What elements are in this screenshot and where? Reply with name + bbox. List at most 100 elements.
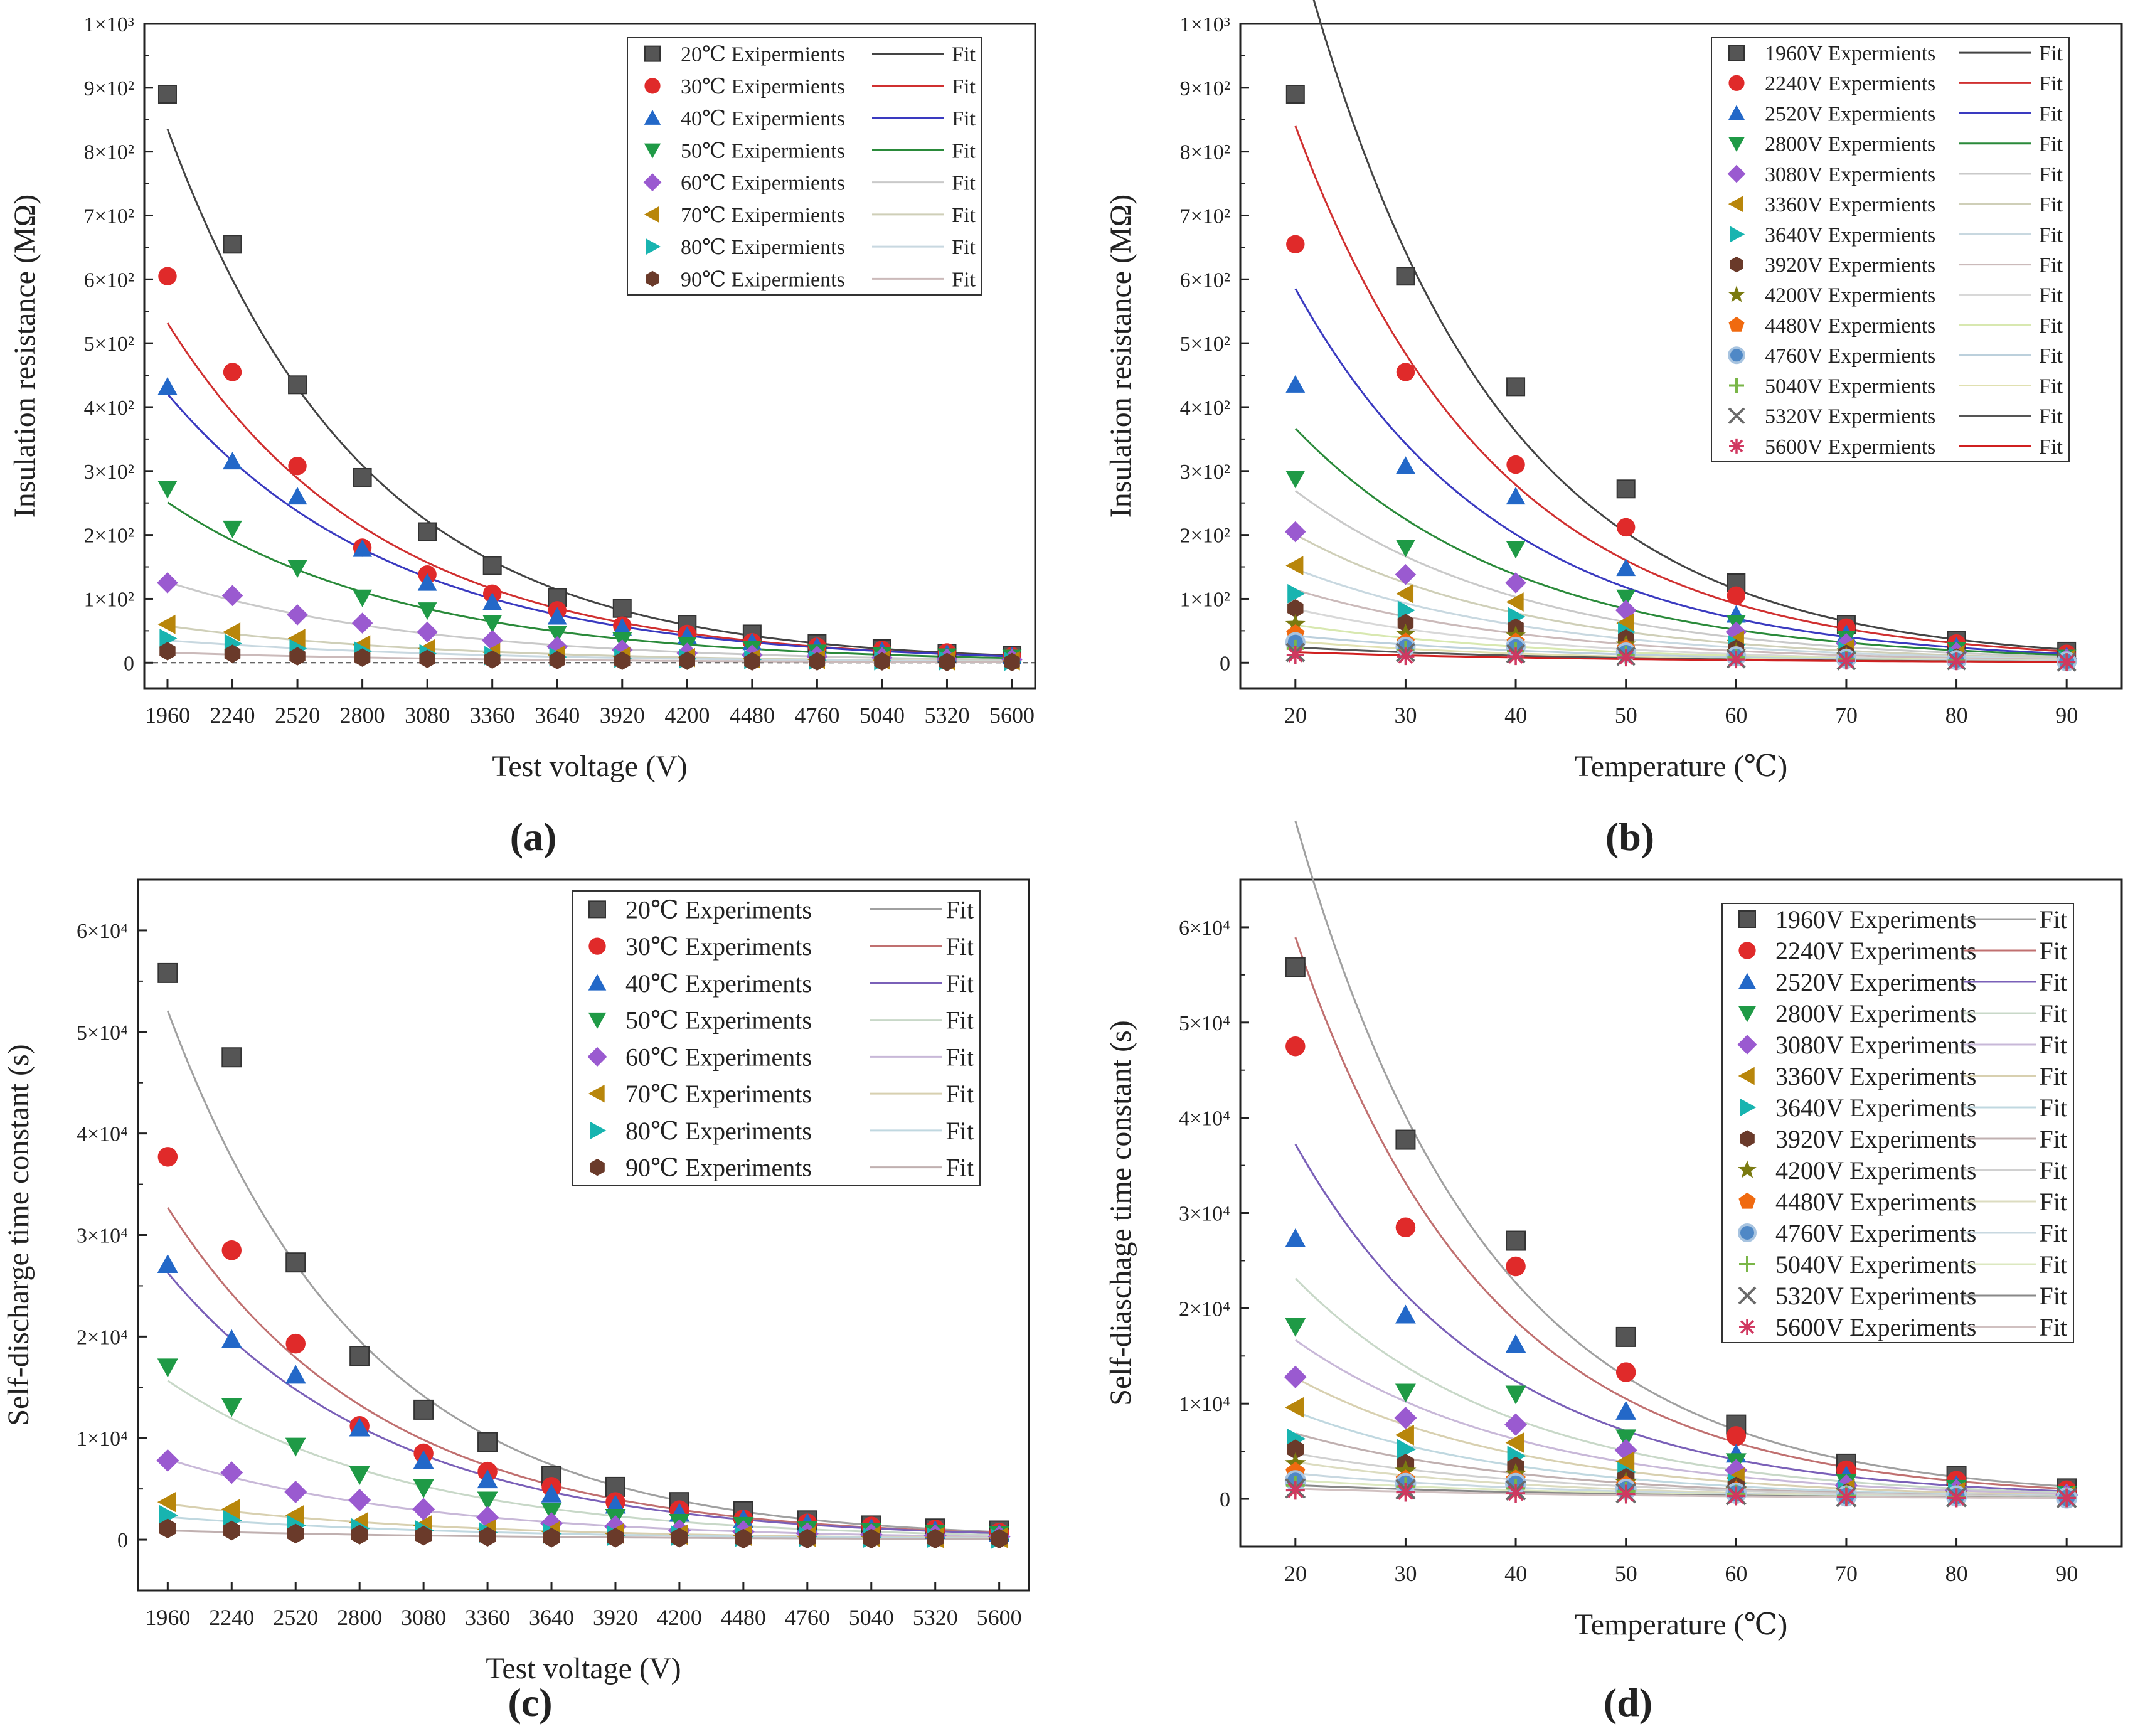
data-point	[1615, 1400, 1637, 1420]
x-axis-label: Test voltage (V)	[486, 1652, 681, 1685]
x-tick-label: 3640	[529, 1605, 574, 1630]
data-point	[223, 520, 242, 538]
x-tick-label: 2800	[340, 703, 385, 728]
legend-fit-label: Fit	[2040, 1282, 2067, 1310]
data-point	[1505, 1432, 1524, 1453]
legend-entry-label: 3360V Experiments	[1775, 1062, 1976, 1090]
y-tick-label: 7×10²	[1180, 205, 1230, 228]
data-point	[287, 604, 308, 626]
data-point	[612, 599, 632, 618]
plot-frame	[1239, 23, 2123, 690]
data-point	[614, 651, 631, 670]
y-tick-label: 0	[1220, 652, 1230, 675]
x-tick-label: 4200	[664, 703, 710, 728]
data-point	[1727, 586, 1746, 605]
data-point	[549, 651, 565, 669]
data-point	[543, 1528, 560, 1548]
data-point	[1285, 1318, 1306, 1337]
data-point	[1506, 1256, 1526, 1277]
x-axis-label: Test voltage (V)	[492, 750, 687, 783]
fit-curve	[1294, 1277, 2067, 1494]
data-point	[1616, 558, 1636, 577]
legend-fit-label: Fit	[2040, 1156, 2067, 1185]
data-point	[1615, 1451, 1635, 1472]
panel-label: (c)	[508, 1680, 552, 1725]
data-point	[1395, 1383, 1416, 1403]
x-tick-label: 70	[1835, 1561, 1858, 1586]
data-point	[1396, 1483, 1415, 1502]
data-point	[288, 375, 307, 395]
fit-curve	[167, 1272, 999, 1535]
data-point	[353, 539, 373, 557]
legend-fit-label: Fit	[2039, 405, 2063, 429]
data-point	[223, 452, 242, 470]
data-point	[1947, 1488, 1966, 1508]
legend-fit-label: Fit	[2040, 1188, 2067, 1216]
data-point	[1395, 1217, 1416, 1238]
data-point	[285, 1504, 304, 1526]
x-tick-label: 80	[1945, 1561, 1968, 1586]
panel-label: (b)	[1605, 814, 1654, 859]
data-point	[1506, 455, 1525, 474]
x-tick-label: 5600	[989, 703, 1035, 728]
legend: 20℃ Experiments Fit 30℃ Experiments Fit 40℃ …	[572, 890, 981, 1186]
legend-fit-label: Fit	[2039, 193, 2063, 216]
legend-entry-label: 40℃ Exipermients	[681, 107, 845, 130]
data-point	[1397, 614, 1414, 632]
y-tick-label: 5×10⁴	[77, 1021, 128, 1045]
data-point	[1395, 1424, 1414, 1446]
fit-curve	[1294, 1339, 2067, 1495]
legend-marker	[1728, 285, 1745, 302]
data-point	[1397, 647, 1415, 666]
legend-entry-label: 2800V Experiments	[1775, 999, 1976, 1028]
x-tick-label: 70	[1835, 703, 1858, 728]
y-tick-label: 4×10²	[84, 397, 134, 420]
data-point	[1397, 600, 1415, 620]
legend-entry-label: 90℃ Exipermients	[681, 268, 845, 291]
legend-fit-label: Fit	[952, 43, 976, 67]
data-point	[1285, 1481, 1305, 1500]
y-tick-label: 3×10⁴	[1179, 1203, 1230, 1226]
data-point	[1285, 1397, 1304, 1418]
legend-box	[1711, 37, 2070, 462]
data-point	[1395, 563, 1417, 585]
x-tick-label: 20	[1284, 703, 1307, 728]
data-point	[1396, 363, 1415, 381]
legend-entry-label: 5320V Expermients	[1765, 405, 1935, 429]
x-tick-label: 3360	[470, 703, 515, 728]
legend-fit-label: Fit	[2039, 254, 2063, 277]
legend-marker	[1738, 972, 1757, 989]
data-point	[223, 1520, 240, 1541]
data-point	[927, 1528, 944, 1549]
legend-entry-label: 30℃ Exipermients	[681, 75, 845, 99]
data-point	[221, 1398, 242, 1417]
legend-entry-label: 20℃ Exipermients	[681, 43, 845, 67]
data-point	[799, 1528, 816, 1549]
data-point	[1396, 456, 1415, 474]
fit-curve	[1294, 125, 2067, 652]
data-point	[1616, 1484, 1636, 1504]
data-point	[1617, 649, 1635, 667]
data-point	[351, 1525, 368, 1545]
data-point	[159, 642, 176, 661]
legend-entry-label: 70℃ Exipermients	[681, 204, 845, 227]
y-tick-label: 5×10²	[84, 333, 134, 356]
data-point	[157, 1254, 178, 1273]
legend-fit-label: Fit	[2039, 42, 2063, 65]
x-tick-label: 5040	[849, 1605, 894, 1630]
data-point	[221, 1047, 242, 1068]
data-point	[413, 1479, 434, 1499]
data-point	[1394, 1406, 1417, 1429]
legend-fit-label: Fit	[946, 1154, 974, 1182]
legend-marker	[590, 1158, 605, 1176]
legend-marker	[1728, 407, 1745, 425]
legend-entry-label: 5600V Experiments	[1775, 1313, 1976, 1341]
data-point	[809, 652, 826, 671]
data-point	[1396, 583, 1414, 604]
x-tick-label: 1960	[145, 703, 190, 728]
legend-fit-label: Fit	[952, 139, 976, 162]
y-tick-label: 3×10²	[84, 461, 134, 484]
legend-marker	[1728, 75, 1745, 91]
legend-entry-label: 30℃ Experiments	[625, 932, 812, 961]
legend-fit-label: Fit	[2040, 1219, 2067, 1247]
